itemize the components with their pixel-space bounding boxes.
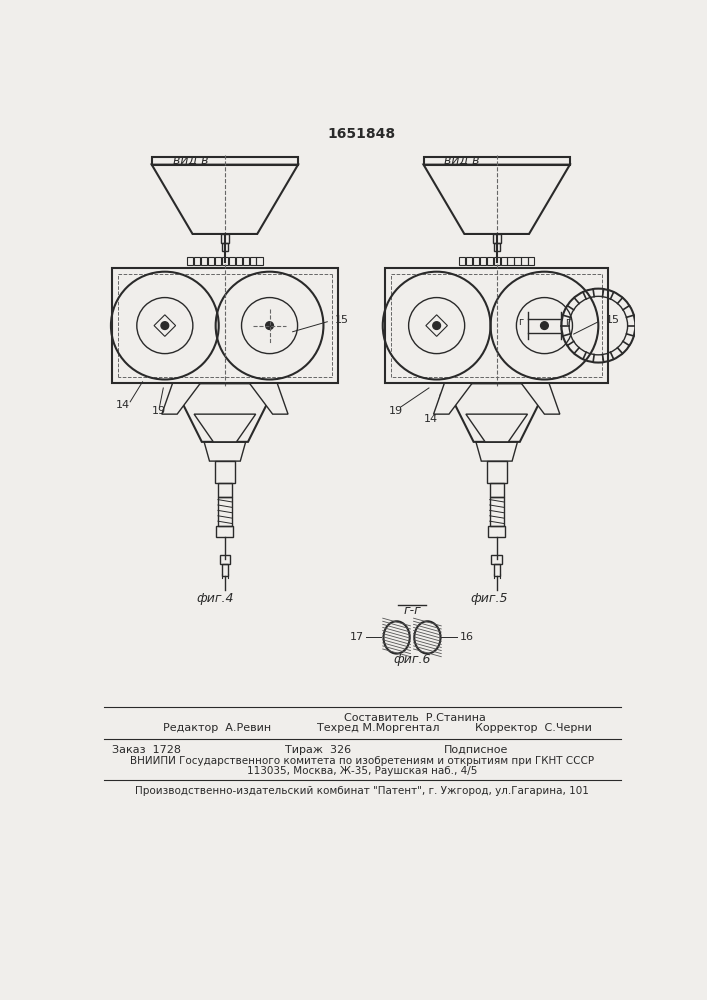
Bar: [243, 257, 249, 265]
Bar: [480, 257, 486, 265]
Text: Подписное: Подписное: [444, 745, 509, 755]
Bar: [459, 257, 465, 265]
Text: вид в: вид в: [173, 154, 209, 167]
Bar: [222, 243, 228, 251]
Bar: [385, 268, 608, 383]
Bar: [222, 257, 228, 265]
Bar: [215, 461, 235, 483]
Bar: [493, 243, 500, 251]
Bar: [229, 257, 235, 265]
Text: Техред М.Моргентал: Техред М.Моргентал: [317, 723, 440, 733]
Bar: [508, 257, 514, 265]
Polygon shape: [250, 383, 288, 414]
Text: 16: 16: [460, 632, 474, 642]
Bar: [215, 257, 221, 265]
Polygon shape: [521, 383, 560, 414]
Polygon shape: [194, 414, 256, 442]
Text: фиг.5: фиг.5: [470, 592, 508, 605]
Bar: [201, 257, 207, 265]
Text: 17: 17: [350, 632, 364, 642]
Text: 1651848: 1651848: [328, 127, 396, 141]
Bar: [423, 157, 570, 165]
Circle shape: [433, 322, 440, 329]
Text: Составитель  Р.Станина: Составитель Р.Станина: [344, 713, 486, 723]
Circle shape: [266, 322, 274, 329]
Bar: [152, 157, 298, 165]
Bar: [490, 497, 503, 526]
Bar: [493, 564, 500, 576]
Text: 14: 14: [115, 400, 129, 410]
Text: Заказ  1728: Заказ 1728: [112, 745, 181, 755]
Text: г-г: г-г: [403, 604, 421, 617]
Bar: [194, 257, 200, 265]
Bar: [486, 257, 493, 265]
Text: Тираж  326: Тираж 326: [285, 745, 351, 755]
Text: ВНИИПИ Государственного комитета по изобретениям и открытиям при ГКНТ СССР: ВНИИПИ Государственного комитета по изоб…: [130, 756, 594, 766]
Bar: [235, 257, 242, 265]
Bar: [218, 497, 232, 526]
Bar: [528, 257, 534, 265]
Bar: [489, 526, 506, 537]
Text: г: г: [565, 317, 571, 327]
Text: Корректор  С.Черни: Корректор С.Черни: [475, 723, 592, 733]
Bar: [486, 461, 507, 483]
Bar: [216, 526, 233, 537]
Text: 15: 15: [606, 315, 620, 325]
Circle shape: [541, 322, 549, 329]
Bar: [521, 257, 527, 265]
Text: 19: 19: [389, 406, 403, 416]
Bar: [187, 257, 193, 265]
Bar: [466, 257, 472, 265]
Text: фиг.4: фиг.4: [197, 592, 235, 605]
Bar: [473, 257, 479, 265]
Bar: [493, 257, 500, 265]
Text: 14: 14: [423, 414, 438, 424]
Text: г: г: [518, 317, 524, 327]
Bar: [219, 555, 230, 564]
Bar: [208, 257, 214, 265]
Text: фиг.6: фиг.6: [393, 652, 431, 666]
Bar: [515, 257, 520, 265]
Polygon shape: [433, 383, 472, 414]
Bar: [490, 483, 503, 497]
Bar: [501, 257, 507, 265]
Text: Редактор  А.Ревин: Редактор А.Ревин: [163, 723, 271, 733]
Circle shape: [161, 322, 169, 329]
Text: вид в: вид в: [444, 154, 480, 167]
Polygon shape: [466, 414, 527, 442]
Bar: [221, 234, 229, 243]
Text: 19: 19: [152, 406, 166, 416]
Text: 15: 15: [335, 315, 349, 325]
Text: Производственно-издательский комбинат "Патент", г. Ужгород, ул.Гагарина, 101: Производственно-издательский комбинат "П…: [135, 786, 589, 796]
Bar: [257, 257, 262, 265]
Bar: [491, 555, 502, 564]
Bar: [218, 483, 232, 497]
Text: 113035, Москва, Ж-35, Раушская наб., 4/5: 113035, Москва, Ж-35, Раушская наб., 4/5: [247, 766, 477, 776]
Bar: [250, 257, 256, 265]
Bar: [493, 234, 501, 243]
Bar: [112, 268, 338, 383]
Polygon shape: [162, 383, 200, 414]
Bar: [222, 564, 228, 576]
